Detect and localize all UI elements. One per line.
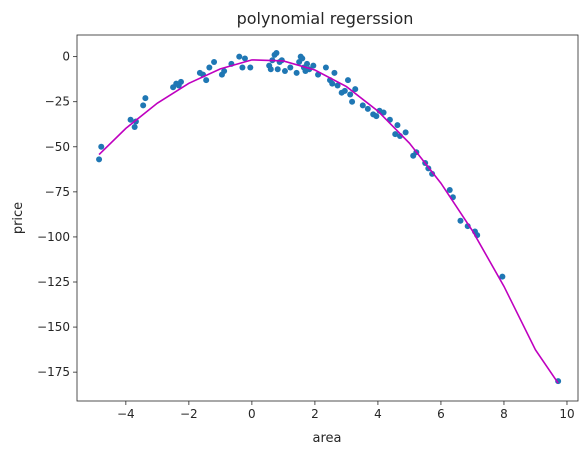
data-point (206, 64, 213, 71)
axis-ticks: −4 −2 0 2 4 6 8 10 0 −25 −50 −75 −100 −125 −150 −175 (37, 50, 575, 421)
data-point (131, 123, 138, 130)
data-point (352, 86, 359, 93)
data-point (239, 64, 246, 71)
plot-area (96, 50, 562, 385)
data-point (281, 68, 288, 75)
data-point (299, 55, 306, 62)
data-point (203, 77, 210, 84)
x-tick-label: 4 (374, 407, 382, 421)
data-point (140, 102, 147, 109)
data-point (267, 66, 274, 73)
x-tick-label: 6 (437, 407, 445, 421)
data-point (274, 66, 281, 73)
y-tick-label: −125 (37, 275, 70, 289)
y-tick-label: −75 (45, 185, 70, 199)
data-point (334, 82, 341, 89)
data-point (247, 64, 254, 71)
data-point (349, 98, 356, 105)
data-point (499, 273, 506, 280)
data-point (373, 113, 380, 120)
data-point (329, 80, 336, 87)
regression-fit-line (98, 59, 559, 384)
x-tick-label: −4 (117, 407, 135, 421)
data-point (98, 143, 105, 150)
data-point (429, 170, 436, 177)
data-point (331, 69, 338, 76)
x-axis-label: area (313, 431, 342, 446)
data-point (344, 77, 351, 84)
data-point (402, 129, 409, 136)
data-point (347, 91, 354, 98)
data-point (310, 62, 317, 69)
data-point (221, 68, 228, 75)
x-tick-label: 8 (500, 407, 508, 421)
data-point (322, 64, 329, 71)
y-tick-label: −100 (37, 230, 70, 244)
y-tick-label: −150 (37, 320, 70, 334)
y-tick-label: −50 (45, 140, 70, 154)
x-tick-label: 0 (248, 407, 256, 421)
data-point (341, 87, 348, 94)
data-point (392, 131, 399, 138)
x-tick-label: −2 (180, 407, 198, 421)
axes-frame (76, 34, 579, 402)
data-point (457, 217, 464, 224)
chart-title: polynomial regerssion (237, 9, 414, 28)
data-point (364, 105, 371, 112)
data-point (142, 95, 149, 102)
data-point (287, 64, 294, 71)
x-tick-label: 10 (559, 407, 574, 421)
x-tick-label: 2 (311, 407, 319, 421)
data-point (211, 59, 218, 66)
data-point (177, 78, 184, 85)
data-point (273, 50, 280, 57)
data-point (380, 109, 387, 116)
y-tick-label: 0 (62, 50, 70, 64)
data-point (127, 116, 134, 123)
data-point (236, 53, 243, 60)
y-axis-label: price (11, 202, 26, 234)
data-point (446, 187, 453, 194)
data-point (394, 122, 401, 129)
y-tick-label: −25 (45, 95, 70, 109)
data-point (359, 102, 366, 109)
y-tick-label: −175 (37, 365, 70, 379)
data-point (293, 69, 300, 76)
data-point (241, 55, 248, 62)
data-point (304, 60, 311, 67)
data-point (96, 156, 103, 163)
